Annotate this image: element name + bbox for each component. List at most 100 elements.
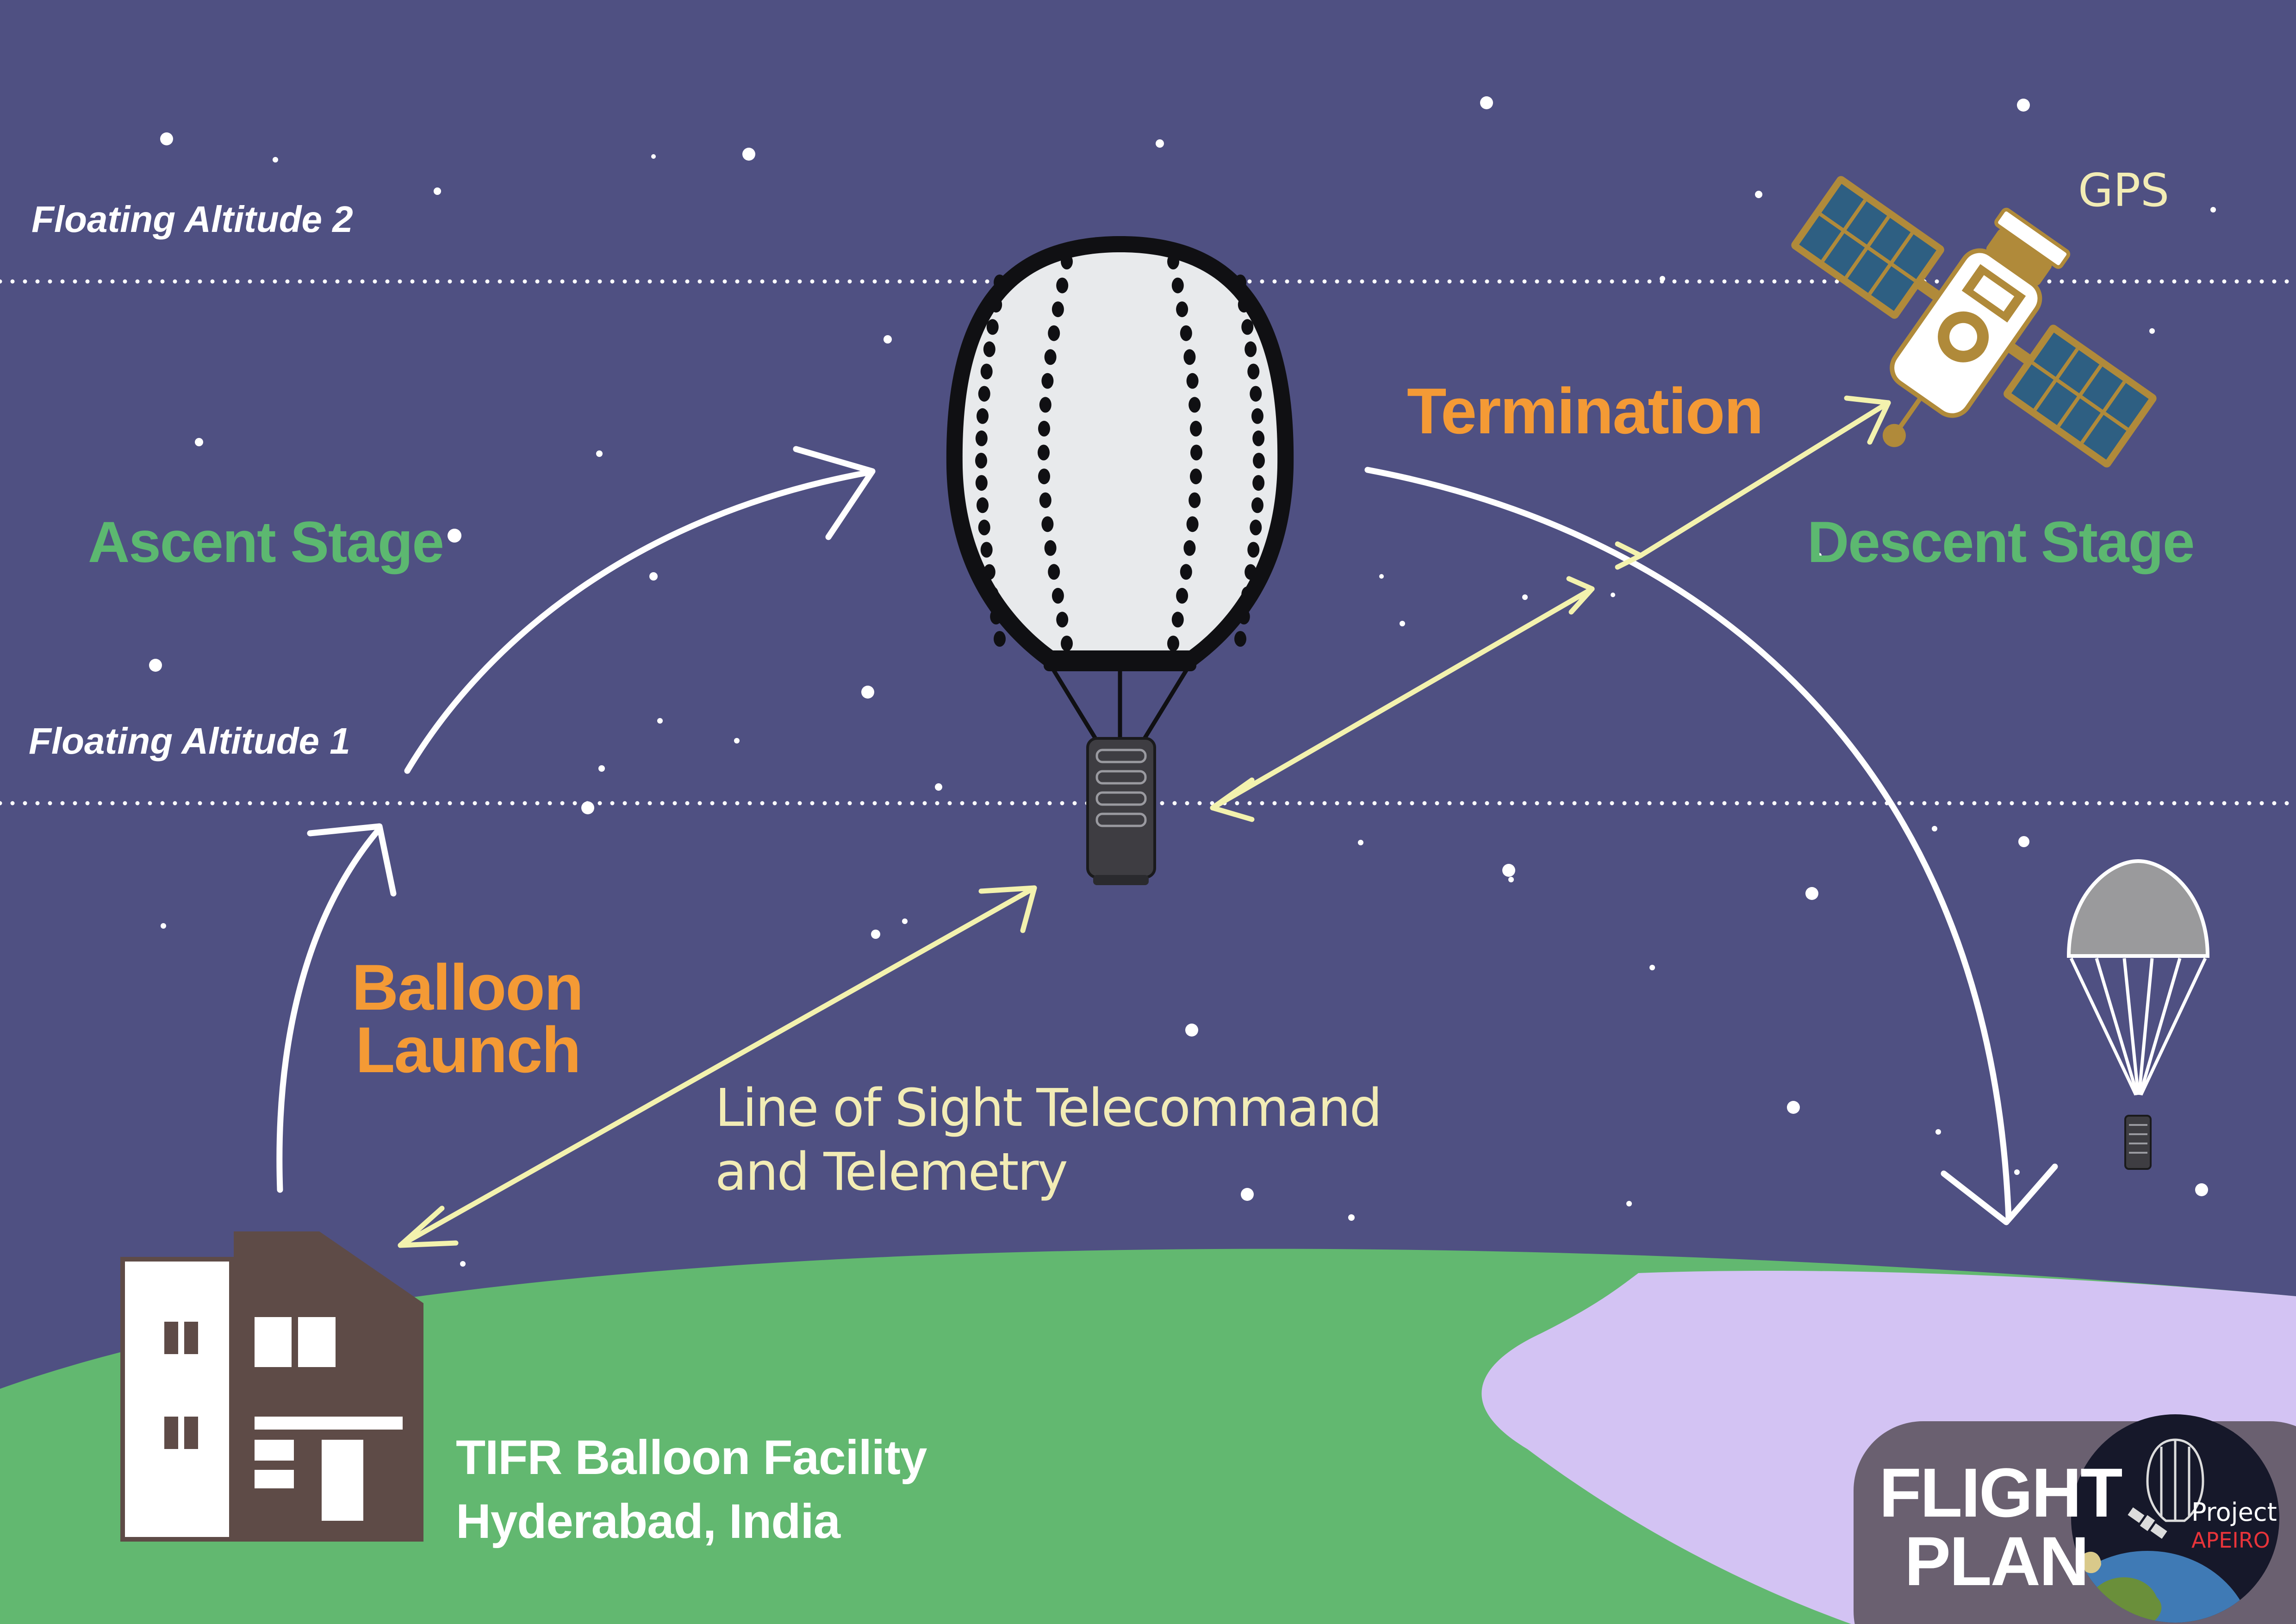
parachute-icon — [2066, 859, 2210, 1170]
facility-label-line1: TIFR Balloon Facility — [456, 1430, 927, 1485]
floating-altitude-2-label: Floating Altitude 2 — [31, 199, 353, 240]
balloon-seam-dot — [1052, 301, 1064, 318]
star — [2014, 1169, 2020, 1175]
balloon-seam-dot — [1251, 497, 1263, 513]
balloon-seam-dot — [1190, 444, 1202, 461]
ground-link-arrowhead-payload — [978, 885, 1037, 933]
balloon-launch-label-line1: Balloon — [352, 951, 584, 1024]
star — [434, 187, 441, 195]
star — [149, 659, 162, 672]
balloon-seam-dot — [1038, 444, 1050, 461]
star — [1611, 593, 1615, 597]
star — [734, 738, 740, 743]
balloon-icon — [946, 236, 1294, 742]
balloon-seam-dot — [994, 275, 1006, 290]
termination-link-arrowhead-balloon — [1615, 541, 1643, 570]
balloon-seam-dot — [1188, 492, 1201, 508]
floating-altitude-1-label: Floating Altitude 1 — [29, 720, 350, 762]
star — [1935, 1129, 1941, 1135]
balloon-seam-dot — [1056, 277, 1069, 294]
star — [742, 148, 755, 161]
star — [581, 801, 594, 814]
balloon-seam-dot — [980, 542, 993, 558]
flight-plan-title-line2: PLAN — [1904, 1522, 2089, 1600]
star-field — [149, 96, 2216, 1267]
balloon-seam-dot — [1180, 564, 1192, 580]
satellite-icon — [1791, 176, 2157, 468]
flight-path-arrows — [276, 446, 2058, 1225]
flight-plan-badge — [1854, 1414, 2296, 1624]
balloon-seam-dot — [1183, 349, 1196, 365]
balloon-seam-dot — [983, 564, 996, 580]
balloon-seam-dot — [1253, 453, 1265, 468]
ground-link-arrowhead-ground — [398, 1206, 459, 1248]
ground-link-line — [398, 885, 1037, 1248]
balloon-seam-dot — [1041, 373, 1054, 389]
star — [195, 438, 203, 446]
balloon-seam-dot — [1176, 587, 1188, 604]
balloon-seam-dot — [1176, 301, 1188, 318]
balloon-seam-dot — [983, 341, 996, 357]
termination-label: Termination — [1407, 375, 1764, 447]
balloon-seam-dot — [986, 319, 999, 335]
balloon-launch-label-line2: Launch — [355, 1013, 581, 1086]
balloon-seam-dot — [978, 519, 990, 536]
star — [1400, 621, 1405, 626]
star — [1626, 1201, 1632, 1206]
satellite-link-arrowhead-balloon — [1566, 576, 1595, 615]
balloon-seam-dot — [1180, 325, 1192, 341]
descent-arrowhead — [1941, 1163, 2058, 1225]
balloon-seam-dot — [975, 453, 987, 468]
star — [1241, 1188, 1254, 1201]
flight-plan-title-line1: FLIGHT — [1879, 1454, 2123, 1531]
star — [1522, 594, 1528, 600]
star — [1649, 965, 1655, 970]
star — [460, 1261, 466, 1267]
payload-icon — [1086, 737, 1156, 885]
balloon-seam-dot — [1234, 275, 1246, 290]
balloon-seam-dot — [1250, 519, 1262, 536]
balloon-seam-dot — [1041, 516, 1054, 532]
balloon-seam-dot — [1190, 468, 1202, 485]
balloon-seam-dot — [978, 386, 990, 402]
balloon-seam-dot — [1247, 542, 1260, 558]
star — [871, 930, 880, 939]
balloon-seam-dot — [1241, 586, 1254, 602]
launch-arrowhead — [307, 823, 397, 897]
balloon-seam-dot — [1252, 430, 1265, 446]
star — [596, 450, 603, 457]
star — [2195, 1183, 2208, 1196]
balloon-seam-dot — [990, 608, 1002, 625]
star — [273, 157, 278, 162]
balloon-seam-dot — [1044, 540, 1057, 556]
logo-project-text: Project — [2191, 1498, 2277, 1527]
balloon-seam-dot — [994, 631, 1006, 647]
balloon-seam-dot — [1183, 540, 1196, 556]
star — [161, 923, 166, 929]
balloon-seam-dot — [1039, 397, 1052, 413]
star — [1755, 191, 1762, 198]
balloon-seam-dot — [1234, 631, 1246, 647]
satellite-link-arrowhead-payload — [1210, 777, 1255, 822]
satellite-link-line — [1210, 586, 1595, 811]
star — [902, 918, 908, 924]
balloon-seam-dot — [1167, 636, 1179, 651]
star — [1358, 840, 1363, 845]
star — [861, 686, 874, 699]
signal-lines — [398, 395, 1891, 1248]
balloon-seam-dot — [986, 586, 999, 602]
balloon-seam-dot — [1252, 475, 1265, 491]
balloon-seam-dot — [1190, 420, 1202, 437]
balloon-seam-dot — [1038, 420, 1050, 437]
star — [1348, 1214, 1355, 1221]
descent-stage-label: Descent Stage — [1807, 510, 2195, 575]
ascent-stage-label: Ascent Stage — [88, 510, 444, 575]
balloon-seam-dot — [990, 297, 1002, 313]
building-icon — [120, 1231, 423, 1542]
balloon-seam-dot — [975, 475, 988, 491]
balloon-seam-dot — [1061, 254, 1073, 269]
star — [2210, 207, 2216, 212]
star — [2017, 99, 2030, 112]
